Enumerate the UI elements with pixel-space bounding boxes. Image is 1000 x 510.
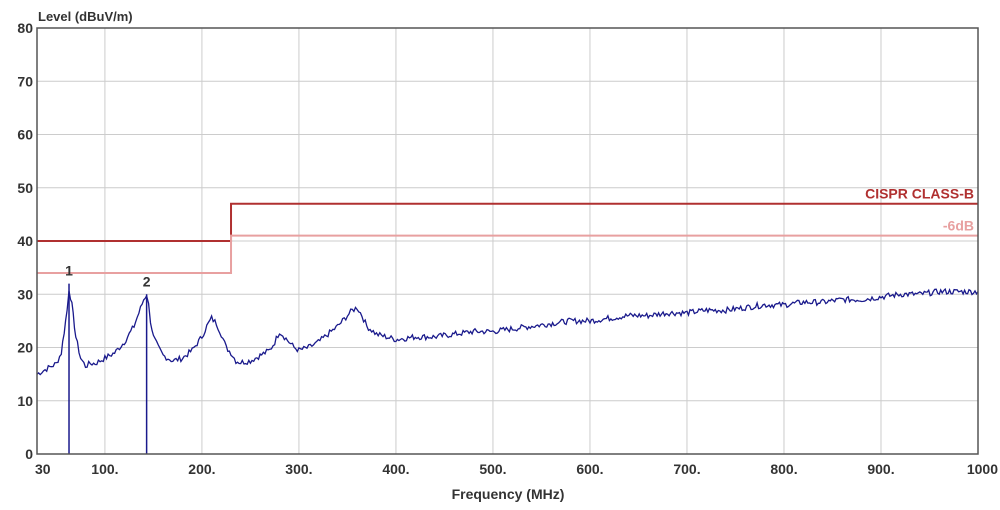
x-tick-label: 600. — [576, 461, 603, 477]
x-tick-label: 30 — [35, 461, 51, 477]
y-tick-label: 70 — [17, 73, 33, 89]
limit-labels: CISPR CLASS-B -6dB — [865, 186, 974, 234]
y-tick-label: 30 — [17, 286, 33, 302]
x-tick-label: 300. — [285, 461, 312, 477]
x-axis-label: Frequency (MHz) — [452, 486, 565, 502]
y-tick-label: 20 — [17, 340, 33, 356]
marker-label: 1 — [65, 263, 73, 279]
y-tick-label: 50 — [17, 180, 33, 196]
x-ticks: 30 100. 200. 300. 400. 500. 600. 700. 800. 900. 10… — [35, 461, 998, 477]
marker-layer: 12 — [65, 263, 151, 454]
emission-trace — [36, 287, 979, 376]
limit-line — [37, 234, 978, 274]
y-ticks: 0 10 20 30 40 50 60 70 80 — [17, 20, 33, 462]
limit-label: CISPR CLASS-B — [865, 186, 974, 202]
y-tick-label: 0 — [25, 446, 33, 462]
limit-lines — [37, 202, 978, 274]
x-tick-label: 900. — [867, 461, 894, 477]
marker-label: 2 — [143, 273, 151, 289]
x-tick-label: 500. — [479, 461, 506, 477]
limit-label: -6dB — [943, 218, 974, 234]
x-tick-label: 1000 — [967, 461, 998, 477]
y-tick-label: 80 — [17, 20, 33, 36]
y-axis-label: Level (dBuV/m) — [38, 9, 133, 24]
x-tick-label: 800. — [770, 461, 797, 477]
y-tick-label: 10 — [17, 393, 33, 409]
x-tick-label: 200. — [188, 461, 215, 477]
y-tick-label: 40 — [17, 233, 33, 249]
x-tick-label: 700. — [673, 461, 700, 477]
x-tick-label: 100. — [91, 461, 118, 477]
data-series — [36, 287, 979, 376]
y-tick-label: 60 — [17, 127, 33, 143]
limit-line — [37, 202, 978, 242]
x-tick-label: 400. — [382, 461, 409, 477]
plot-frame — [36, 27, 979, 455]
